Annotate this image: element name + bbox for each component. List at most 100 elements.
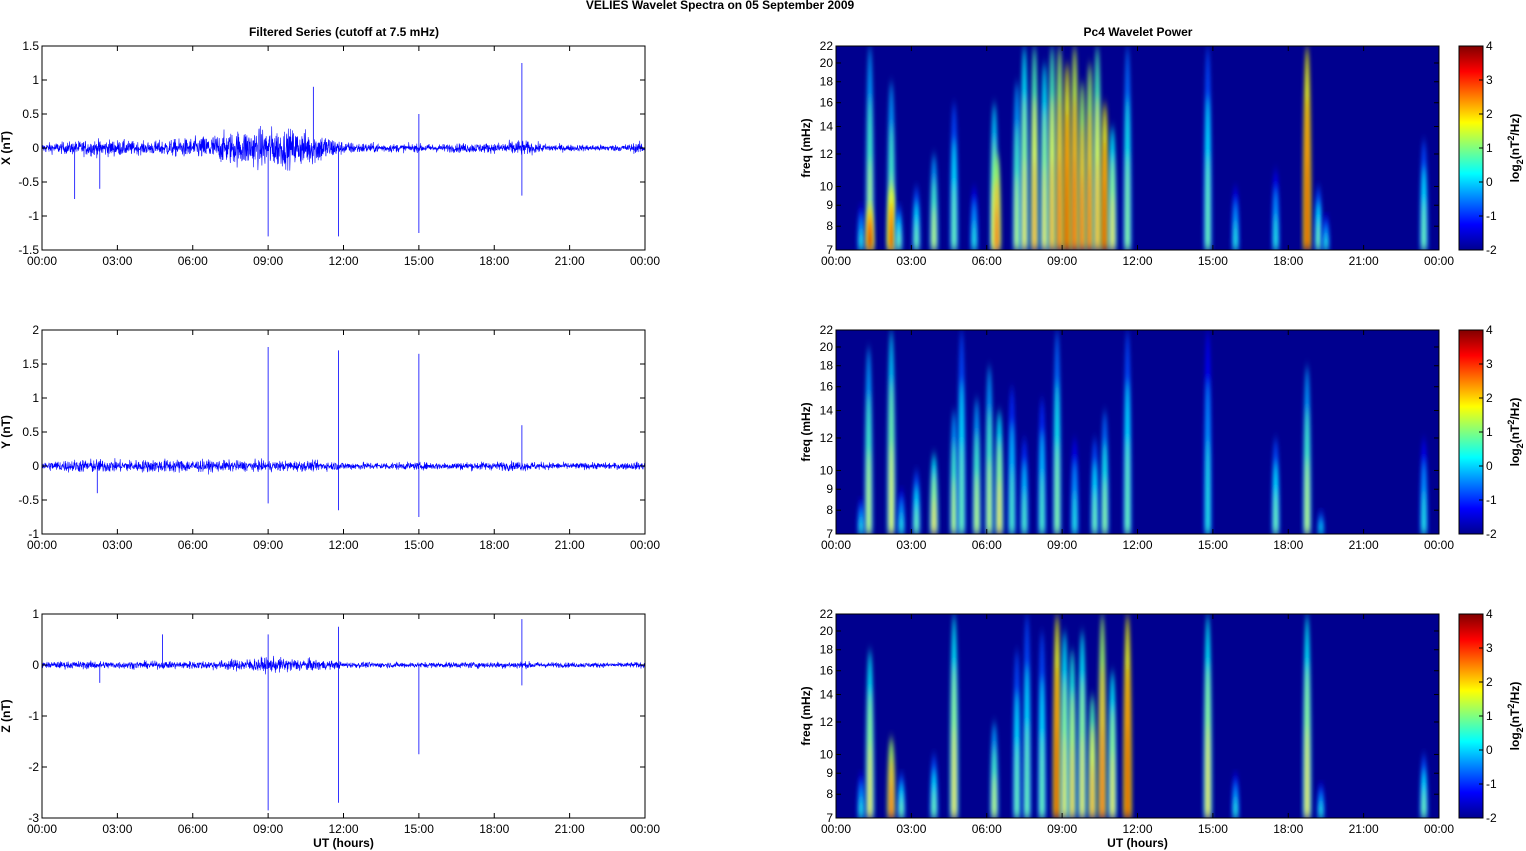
colorbar-tick-label: 3 [1486,357,1493,371]
x-tick-label: 03:00 [896,822,926,836]
series-trace-x [41,125,646,171]
burst-core [1100,726,1104,818]
spectrogram-bursts [857,330,1428,534]
colorbar-tick-label: 1 [1486,141,1493,155]
y-tick-label: 20 [820,624,834,638]
power-burst [1303,614,1312,818]
x-tick-label: 09:00 [253,254,283,268]
x-tick-label: 15:00 [1198,822,1228,836]
colorbar-tick-label: 3 [1486,641,1493,655]
plot-frame [41,329,646,535]
burst-core [1206,154,1210,250]
burst-core [1023,158,1026,250]
y-tick-label: 7 [826,527,833,541]
y-axis-label: freq (mHz) [799,118,813,177]
x-tick-label: 21:00 [555,822,585,836]
power-burst [1048,46,1057,250]
power-burst [1203,614,1212,818]
y-tick-label: 0 [32,141,39,155]
power-burst [1321,215,1330,250]
burst-core [1126,154,1129,250]
burst-core [889,221,893,250]
burst-core [1025,722,1029,818]
power-burst [1100,410,1109,534]
y-tick-label: 1 [32,391,39,405]
x-tick-label: 00:00 [27,822,57,836]
power-burst [894,205,903,250]
burst-core [960,442,963,534]
burst-core [915,505,918,534]
y-tick-label: -1.5 [18,243,39,257]
burst-core [889,781,893,818]
burst-core [975,472,979,534]
power-burst [1231,186,1240,250]
x-tick-label: 21:00 [555,538,585,552]
power-burst [1419,139,1428,250]
label-part: (nT [1508,424,1522,443]
power-burst [1060,631,1069,818]
plot-frame [835,45,1440,251]
burst-core [1010,467,1014,534]
burst-core [1422,200,1426,250]
colorbar-tick-label: -1 [1486,209,1497,223]
colorbar-tick-label: -2 [1486,527,1497,541]
colorbar-tick-label: 3 [1486,73,1493,87]
x-tick-label: 03:00 [102,538,132,552]
power-burst [1316,783,1325,818]
power-burst [1108,670,1117,818]
x-tick-label: 00:00 [1424,822,1454,836]
y-tick-label: 0 [32,658,39,672]
superscript: 2 [1506,704,1516,709]
burst-core [859,229,863,250]
power-burst [1314,186,1323,250]
burst-core [972,221,976,250]
y-tick-label: -2 [28,760,39,774]
burst-core [1050,158,1054,250]
burst-core [997,478,1001,534]
burst-core [1055,442,1059,534]
power-burst [1055,46,1064,250]
x-tick-label: 00:00 [27,254,57,268]
burst-core [1040,472,1044,534]
burst-core [1126,438,1129,534]
x-tick-label: 03:00 [102,254,132,268]
axes-z: 00:00 03:00 06:00 09:00 12:00 15:00 18:00 21:00… [0,607,660,850]
y-axis-label: X (nT) [0,131,13,165]
power-burst [912,186,921,250]
y-tick-label: 1 [32,73,39,87]
burst-core [1319,523,1323,534]
y-tick-label: -1 [28,527,39,541]
power-burst [1020,438,1029,534]
plot-frame [41,45,646,251]
y-tick-label: 2 [32,323,39,337]
x-tick-label: 18:00 [1273,254,1303,268]
burst-core [915,221,918,250]
burst-core [1111,751,1114,818]
power-burst [1038,398,1046,534]
y-tick-label: 9 [826,198,833,212]
superscript: 2 [1506,136,1516,141]
burst-core [897,230,901,250]
x-tick-label: 09:00 [253,822,283,836]
power-burst [1108,126,1117,250]
x-tick-label: 15:00 [404,538,434,552]
power-burst [950,410,959,534]
burst-core [1043,165,1046,250]
power-burst [887,186,896,250]
burst-core [1319,802,1323,818]
burst-core [1234,221,1237,250]
spectrogram-background [836,330,1439,534]
power-burst [1100,102,1109,250]
power-burst [1316,510,1325,534]
colorbar-tick-label: -1 [1486,493,1497,507]
y-tick-label: 7 [826,243,833,257]
axes-x: 00:00 03:00 06:00 09:00 12:00 15:00 18:00 21:00… [0,39,660,268]
x-axis-label: UT (hours) [1107,836,1168,850]
colorbar-tick-label: 2 [1486,107,1493,121]
x-tick-label: 15:00 [1198,254,1228,268]
burst-core [1093,491,1097,534]
y-tick-label: 14 [820,120,834,134]
y-tick-label: 10 [820,747,834,761]
power-burst [1123,330,1132,534]
